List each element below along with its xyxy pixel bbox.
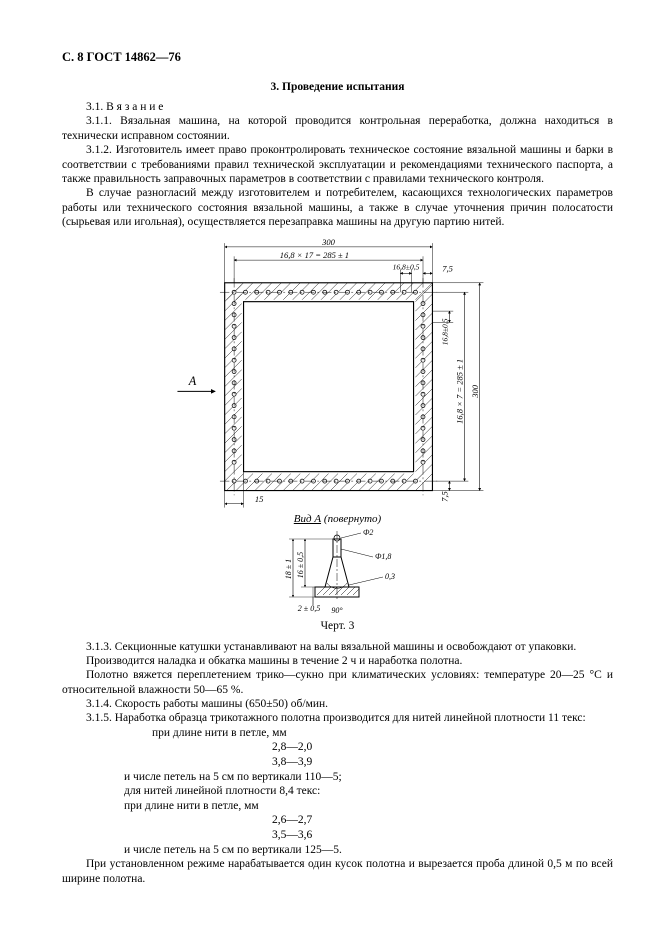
dim-right-pitch: 16,8±0,5 [440, 319, 449, 346]
detail-title: Вид А (повернуто) [62, 512, 613, 527]
section-title: 3. Проведение испытания [62, 80, 613, 94]
dim-base: 2 ± 0,5 [297, 604, 319, 613]
detail-diagram: 18 ± 1 16 ± 0,5 2 ± 0,5 Ф2 Ф1,8 0,3 90° [253, 527, 423, 617]
dim-bottom-margin: 7,5 [439, 492, 449, 503]
dim-h1: 18 ± 1 [284, 559, 293, 579]
diagram-svg: 300 16,8 × 17 = 285 ± 1 16,8±0,5 7,5 300… [168, 235, 508, 510]
dim-top-formula: 16,8 × 17 = 285 ± 1 [279, 251, 348, 261]
vals1b: 3,8—3,9 [272, 755, 613, 770]
view-label: Вид А [294, 513, 321, 525]
dim-d-mid: Ф1,8 [375, 552, 391, 561]
dim-left-margin: 15 [254, 494, 263, 504]
page: С. 8 ГОСТ 14862—76 3. Проведение испытан… [0, 0, 661, 936]
p-3-1-4: 3.1.4. Скорость работы машины (650±50) о… [62, 697, 613, 711]
dim-right-overall: 300 [469, 385, 479, 399]
arrow-label-a: А [187, 374, 196, 388]
p-3-1-5: 3.1.5. Наработка образца трикотажного по… [62, 711, 613, 725]
line-len-2: при длине нити в петле, мм [124, 799, 613, 813]
loops1: и числе петель на 5 см по вертикали 110—… [124, 770, 613, 784]
p-3-1: 3.1. В я з а н и е [62, 100, 613, 114]
detail-svg: 18 ± 1 16 ± 0,5 2 ± 0,5 Ф2 Ф1,8 0,3 90° [253, 527, 423, 617]
view-note: (повернуто) [324, 513, 381, 525]
tex84: для нитей линейной плотности 8,4 текс: [124, 784, 613, 798]
p-3-1-3: 3.1.3. Секционные катушки устанавливают … [62, 640, 613, 654]
figure-caption: Черт. 3 [62, 619, 613, 633]
vals-block-1: 2,8—2,0 3,8—3,9 [272, 740, 613, 770]
line-len-1: при длине нити в петле, мм [152, 726, 613, 740]
dim-angle: 90° [331, 606, 343, 615]
p-final: При установленном режиме нарабатывается … [62, 857, 613, 886]
vals1a: 2,8—2,0 [272, 740, 613, 755]
main-diagram: 300 16,8 × 17 = 285 ± 1 16,8±0,5 7,5 300… [168, 235, 508, 510]
dim-h2: 16 ± 0,5 [296, 552, 305, 578]
p-3-1-3c: Полотно вяжется переплетением трико—сукн… [62, 668, 613, 697]
p-3-1-3b: Производится наладка и обкатка машины в … [62, 654, 613, 668]
dim-d-top: Ф2 [363, 528, 373, 537]
vals-block-2: 2,6—2,7 3,5—3,6 [272, 813, 613, 843]
dim-top-margin: 7,5 [442, 264, 453, 274]
dim-top-overall: 300 [321, 237, 336, 247]
p-3-1-2: 3.1.2. Изготовитель имеет право проконтр… [62, 143, 613, 186]
dim-r: 0,3 [385, 572, 395, 581]
loops2: и числе петель на 5 см по вертикали 125—… [124, 843, 613, 857]
p-disagree: В случае разногласий между изготовителем… [62, 186, 613, 229]
dim-top-pitch: 16,8±0,5 [392, 263, 419, 272]
dim-right-formula: 16,8 × 7 = 285 ± 1 [454, 359, 464, 424]
vals2a: 2,6—2,7 [272, 813, 613, 828]
vals2b: 3,5—3,6 [272, 828, 613, 843]
page-header: С. 8 ГОСТ 14862—76 [62, 50, 613, 66]
p-3-1-1: 3.1.1. Вязальная машина, на которой пров… [62, 114, 613, 143]
